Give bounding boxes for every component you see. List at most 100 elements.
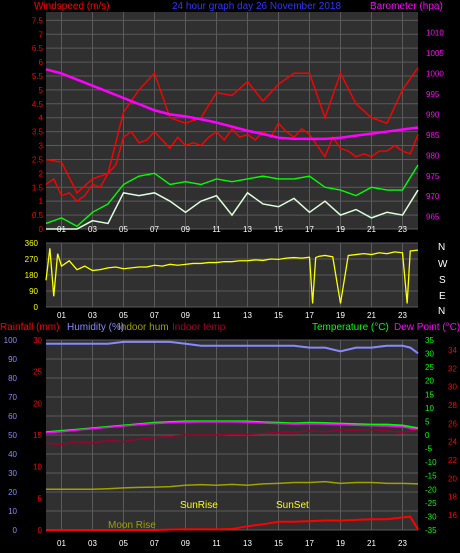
- y-tick-windspeed: 2.5: [32, 155, 44, 164]
- x-tick-label: 07: [150, 225, 159, 234]
- y-tick-windspeed: 0: [39, 225, 44, 234]
- x-tick-label: 17: [305, 311, 314, 320]
- x-tick-label: 07: [150, 539, 159, 548]
- y-tick-temperature: 35: [425, 336, 434, 345]
- y-tick-barometer: 970: [426, 192, 440, 201]
- compass-n-top: N: [438, 242, 445, 253]
- y-tick-windspeed: 5: [39, 86, 44, 95]
- y-tick-direction: 360: [25, 239, 39, 248]
- y-tick-temperature: 25: [425, 363, 434, 372]
- header-barometer: Barometer (hpa): [370, 1, 443, 12]
- x-tick-label: 13: [243, 311, 252, 320]
- x-tick-label: 15: [274, 225, 283, 234]
- y-tick-temperature: -10: [425, 458, 437, 467]
- compass-n-bottom: N: [438, 306, 445, 317]
- indoor-hum-line: [46, 480, 419, 491]
- x-tick-label: 15: [274, 311, 283, 320]
- y-tick-barometer: 1010: [426, 28, 444, 37]
- y-tick-windspeed: 3: [39, 142, 44, 151]
- y-tick-windspeed: 4.5: [32, 100, 44, 109]
- y-tick-barometer: 1005: [426, 49, 444, 58]
- x-tick-label: 11: [212, 539, 221, 548]
- dew-point-line: [45, 421, 419, 434]
- y-tick-rainfall: 0: [38, 526, 43, 535]
- wind-series-line: [46, 189, 419, 230]
- y-tick-indoor-temp: 22: [448, 456, 457, 465]
- x-tick-label: 05: [119, 225, 128, 234]
- y-tick-temperature: 30: [425, 350, 434, 359]
- y-tick-indoor-temp: 20: [448, 474, 457, 483]
- y-tick-direction: 90: [29, 287, 38, 296]
- y-tick-indoor-temp: 32: [448, 364, 457, 373]
- y-tick-rainfall: 30: [33, 336, 42, 345]
- y-tick-temperature: -15: [425, 472, 437, 481]
- y-tick-barometer: 975: [426, 172, 440, 181]
- wind-direction-line: [45, 248, 419, 304]
- wind-series-line: [45, 67, 419, 194]
- y-tick-barometer: 965: [426, 213, 440, 222]
- y-tick-barometer: 980: [426, 151, 440, 160]
- x-tick-label: 05: [119, 311, 128, 320]
- y-tick-windspeed: 1.5: [32, 183, 44, 192]
- x-tick-label: 09: [181, 311, 190, 320]
- x-tick-label: 09: [181, 539, 190, 548]
- x-tick-label: 21: [367, 539, 376, 548]
- x-tick-label: 01: [57, 539, 66, 548]
- compass-e: E: [439, 291, 446, 302]
- y-tick-temperature: -25: [425, 499, 437, 508]
- y-tick-windspeed: 3.5: [32, 128, 44, 137]
- y-tick-temperature: 10: [425, 404, 434, 413]
- y-tick-rainfall: 25: [33, 368, 42, 377]
- y-tick-temperature: -30: [425, 512, 437, 521]
- y-tick-humidity: 0: [13, 526, 18, 535]
- y-tick-windspeed: 6: [39, 58, 44, 67]
- x-tick-label: 11: [212, 225, 221, 234]
- barometer-line: [45, 68, 419, 141]
- x-tick-label: 21: [367, 225, 376, 234]
- header-dewpoint: Dew Point (°C): [394, 322, 460, 333]
- y-tick-temperature: 15: [425, 390, 434, 399]
- header-date: 24 hour graph day 26 November 2018: [172, 1, 341, 12]
- y-tick-indoor-temp: 18: [448, 493, 457, 502]
- y-tick-temperature: -5: [425, 445, 433, 454]
- y-tick-rainfall: 15: [33, 431, 42, 440]
- x-tick-label: 21: [367, 311, 376, 320]
- x-tick-label: 15: [274, 539, 283, 548]
- y-tick-rainfall: 5: [38, 494, 43, 503]
- y-tick-temperature: 5: [425, 417, 430, 426]
- y-tick-windspeed: 1: [39, 197, 44, 206]
- y-tick-humidity: 50: [8, 431, 17, 440]
- x-tick-label: 19: [336, 225, 345, 234]
- compass-w: W: [438, 259, 448, 270]
- y-tick-temperature: 0: [425, 431, 430, 440]
- y-tick-barometer: 1000: [426, 69, 444, 78]
- x-tick-label: 17: [305, 225, 314, 234]
- y-tick-direction: 180: [25, 271, 39, 280]
- y-tick-windspeed: 0.5: [32, 211, 44, 220]
- x-tick-label: 01: [57, 225, 66, 234]
- y-tick-barometer: 995: [426, 90, 440, 99]
- header-windspeed: Windspeed (m/s): [34, 1, 110, 12]
- x-tick-label: 03: [88, 225, 97, 234]
- x-tick-label: 17: [305, 539, 314, 548]
- annotation-sunrise: SunRise: [180, 500, 218, 511]
- header-humidity: Humidity (%): [67, 322, 124, 333]
- x-tick-label: 19: [336, 311, 345, 320]
- y-tick-indoor-temp: 16: [448, 511, 457, 520]
- y-tick-indoor-temp: 34: [448, 346, 457, 355]
- x-tick-label: 13: [243, 225, 252, 234]
- y-tick-humidity: 60: [8, 412, 17, 421]
- y-tick-windspeed: 7: [39, 30, 44, 39]
- x-tick-label: 23: [398, 311, 407, 320]
- y-tick-direction: 270: [25, 255, 39, 264]
- y-tick-humidity: 40: [8, 450, 17, 459]
- y-tick-windspeed: 6.5: [32, 44, 44, 53]
- x-tick-label: 07: [150, 311, 159, 320]
- y-tick-temperature: 20: [425, 377, 434, 386]
- annotation-sunset: SunSet: [276, 500, 309, 511]
- y-tick-windspeed: 7.5: [32, 16, 44, 25]
- y-tick-barometer: 985: [426, 131, 440, 140]
- x-tick-label: 11: [212, 311, 221, 320]
